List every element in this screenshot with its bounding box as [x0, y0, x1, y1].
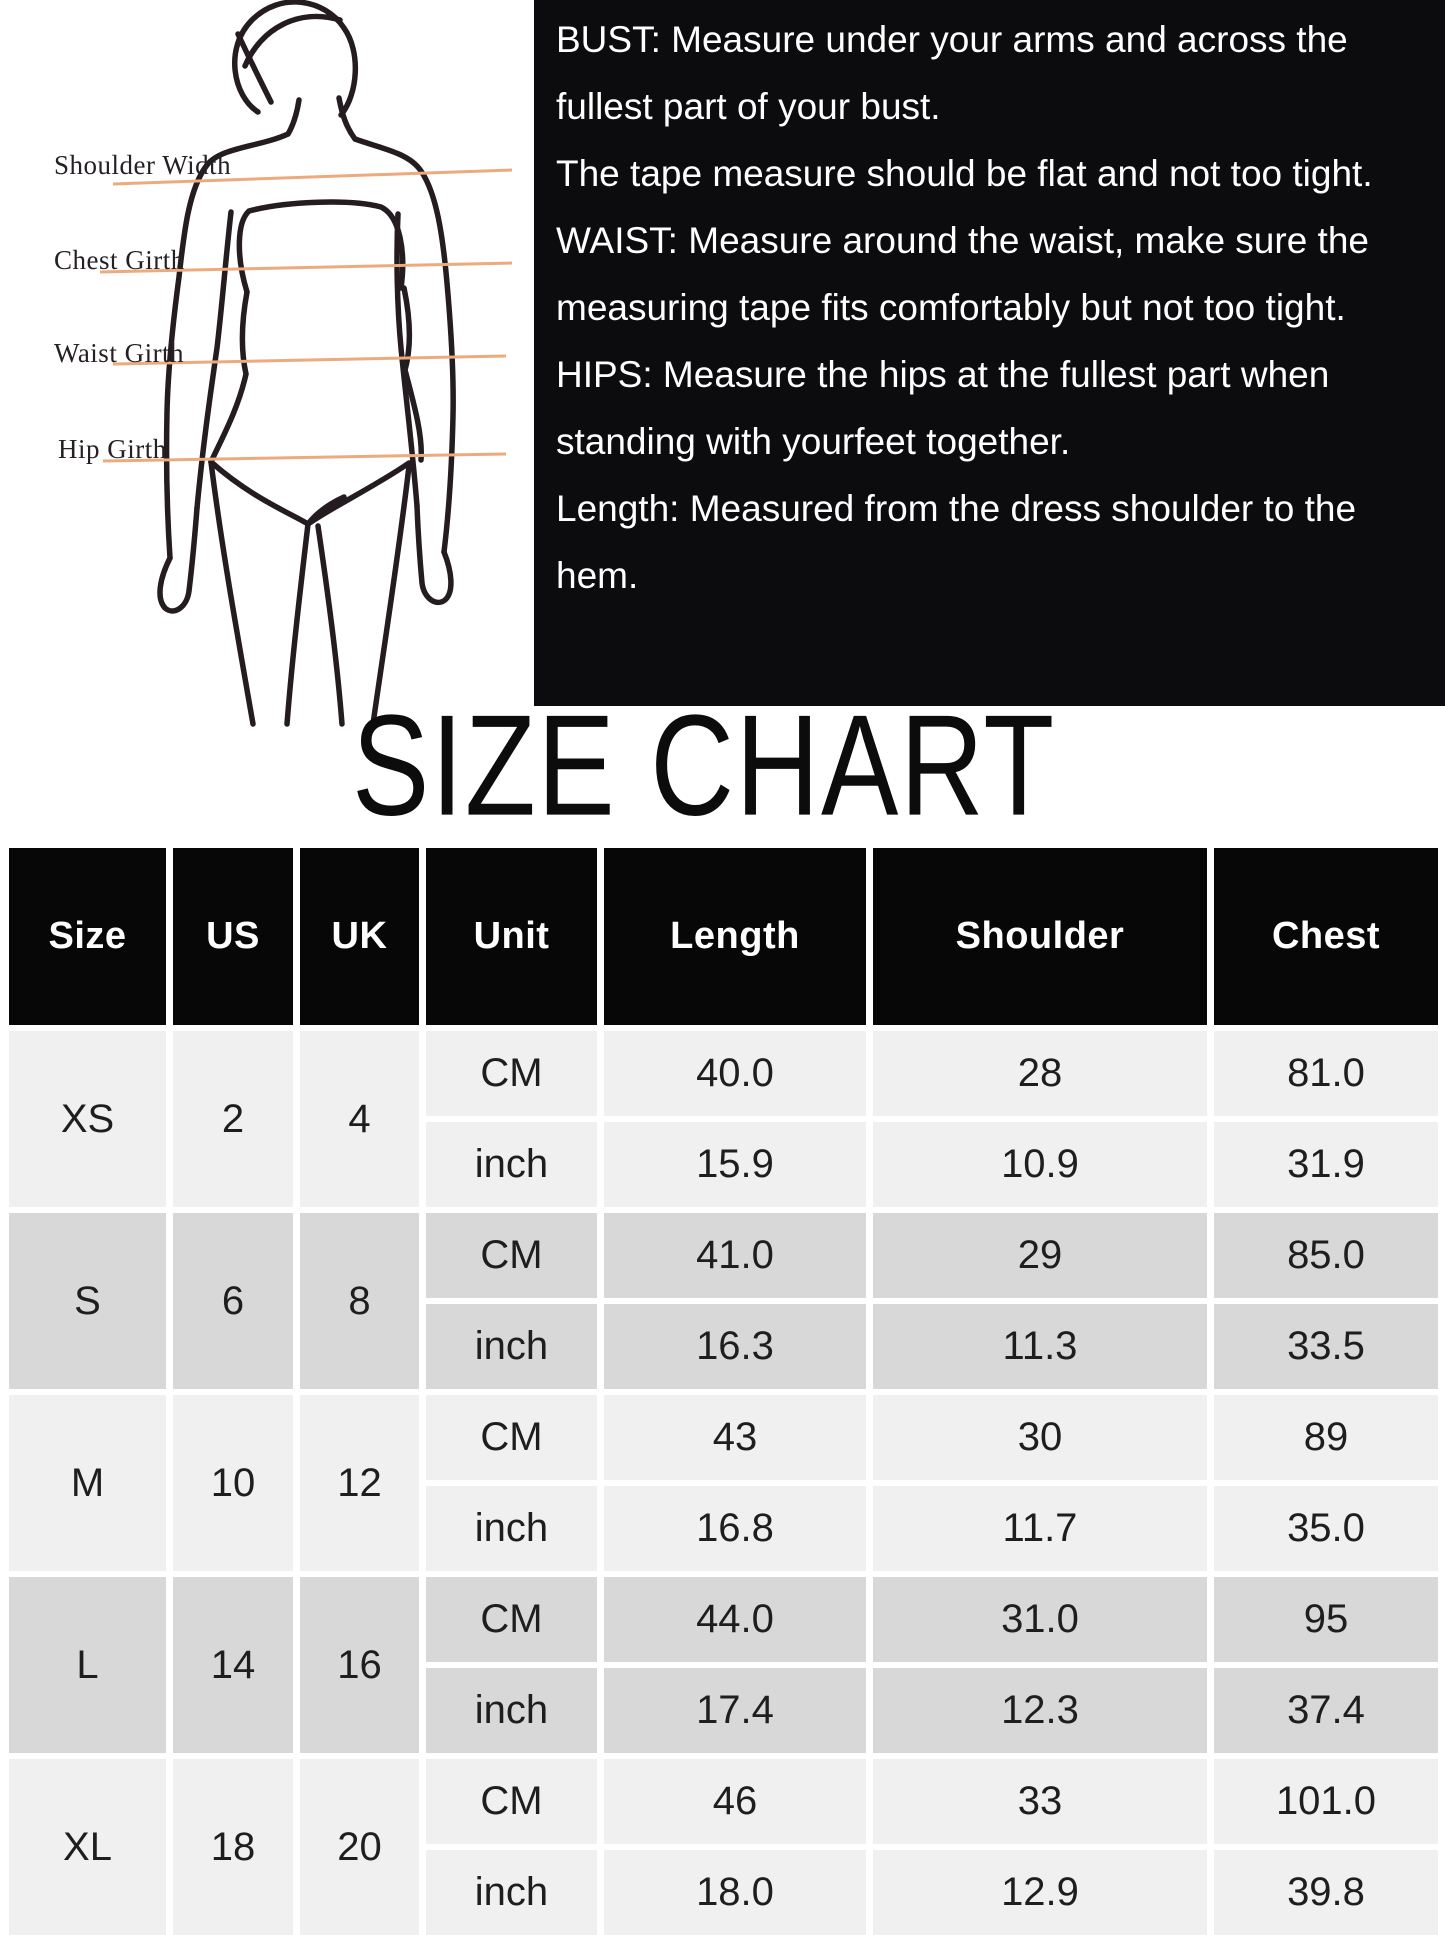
waist-girth-label: Waist Girth [54, 338, 185, 368]
l-cm-chest: 95 [1214, 1577, 1438, 1662]
chest-guide-line [99, 261, 513, 274]
xl-cm-length: 46 [604, 1759, 866, 1844]
xl-inch-length: 18.0 [604, 1850, 866, 1935]
body-figure-illustration [99, 0, 513, 727]
m-size: M [9, 1395, 166, 1571]
xs-uk: 4 [300, 1031, 419, 1207]
xs-cm-length: 40.0 [604, 1031, 866, 1116]
xs-inch-chest: 31.9 [1214, 1122, 1438, 1207]
l-inch-unit: inch [426, 1668, 597, 1753]
measure-guide-lines [99, 168, 513, 463]
hip-guide-line [102, 452, 507, 463]
xs-size: XS [9, 1031, 166, 1207]
l-inch-length: 17.4 [604, 1668, 866, 1753]
xl-inch-shoulder: 12.9 [873, 1850, 1207, 1935]
s-cm-chest: 85.0 [1214, 1213, 1438, 1298]
xs-us: 2 [173, 1031, 293, 1207]
s-inch-length: 16.3 [604, 1304, 866, 1389]
l-cm-unit: CM [426, 1577, 597, 1662]
hip-girth-label: Hip Girth [58, 434, 167, 464]
tape-instruction: The tape measure should be flat and not … [556, 153, 1373, 194]
s-cm-shoulder: 29 [873, 1213, 1207, 1298]
xl-inch-unit: inch [426, 1850, 597, 1935]
header-unit: Unit [426, 848, 597, 1025]
m-us: 10 [173, 1395, 293, 1571]
m-cm-shoulder: 30 [873, 1395, 1207, 1480]
m-cm-unit: CM [426, 1395, 597, 1480]
l-size: L [9, 1577, 166, 1753]
s-inch-chest: 33.5 [1214, 1304, 1438, 1389]
xs-cm-unit: CM [426, 1031, 597, 1116]
length-instruction: Length: Measured from the dress shoulder… [556, 488, 1357, 596]
xl-size: XL [9, 1759, 166, 1935]
xs-inch-shoulder: 10.9 [873, 1122, 1207, 1207]
xs-inch-unit: inch [426, 1122, 597, 1207]
m-inch-length: 16.8 [604, 1486, 866, 1571]
s-cm-length: 41.0 [604, 1213, 866, 1298]
l-cm-shoulder: 31.0 [873, 1577, 1207, 1662]
measurement-instructions-panel: BUST: Measure under your arms and across… [534, 0, 1445, 706]
waist-instruction: WAIST: Measure around the waist, make su… [556, 220, 1369, 328]
bust-instruction: BUST: Measure under your arms and across… [556, 19, 1348, 127]
m-inch-shoulder: 11.7 [873, 1486, 1207, 1571]
shoulder-width-label: Shoulder Width [54, 150, 232, 180]
s-uk: 8 [300, 1213, 419, 1389]
shoulder-guide-line [112, 168, 513, 186]
s-inch-unit: inch [426, 1304, 597, 1389]
l-inch-shoulder: 12.3 [873, 1668, 1207, 1753]
xl-us: 18 [173, 1759, 293, 1935]
l-us: 14 [173, 1577, 293, 1753]
header-chest: Chest [1214, 848, 1438, 1025]
waist-guide-line [112, 354, 507, 366]
xs-cm-chest: 81.0 [1214, 1031, 1438, 1116]
measure-diagram: Shoulder Width Chest Girth Waist Girth H… [0, 0, 534, 735]
header-size: Size [9, 848, 166, 1025]
size-chart-table: Size US UK Unit Length Shoulder Chest XS… [9, 848, 1438, 1935]
m-inch-chest: 35.0 [1214, 1486, 1438, 1571]
xl-inch-chest: 39.8 [1214, 1850, 1438, 1935]
page-title: SIZE CHART [352, 685, 1056, 846]
xs-inch-length: 15.9 [604, 1122, 866, 1207]
xl-uk: 20 [300, 1759, 419, 1935]
header-us: US [173, 848, 293, 1025]
l-inch-chest: 37.4 [1214, 1668, 1438, 1753]
s-inch-shoulder: 11.3 [873, 1304, 1207, 1389]
m-cm-chest: 89 [1214, 1395, 1438, 1480]
s-size: S [9, 1213, 166, 1389]
chest-girth-label: Chest Girth [54, 245, 185, 275]
header-length: Length [604, 848, 866, 1025]
hips-instruction: HIPS: Measure the hips at the fullest pa… [556, 354, 1330, 462]
xl-cm-unit: CM [426, 1759, 597, 1844]
xl-cm-chest: 101.0 [1214, 1759, 1438, 1844]
header-uk: UK [300, 848, 419, 1025]
s-us: 6 [173, 1213, 293, 1389]
m-inch-unit: inch [426, 1486, 597, 1571]
xs-cm-shoulder: 28 [873, 1031, 1207, 1116]
header-shoulder: Shoulder [873, 848, 1207, 1025]
m-cm-length: 43 [604, 1395, 866, 1480]
l-uk: 16 [300, 1577, 419, 1753]
s-cm-unit: CM [426, 1213, 597, 1298]
m-uk: 12 [300, 1395, 419, 1571]
xl-cm-shoulder: 33 [873, 1759, 1207, 1844]
l-cm-length: 44.0 [604, 1577, 866, 1662]
